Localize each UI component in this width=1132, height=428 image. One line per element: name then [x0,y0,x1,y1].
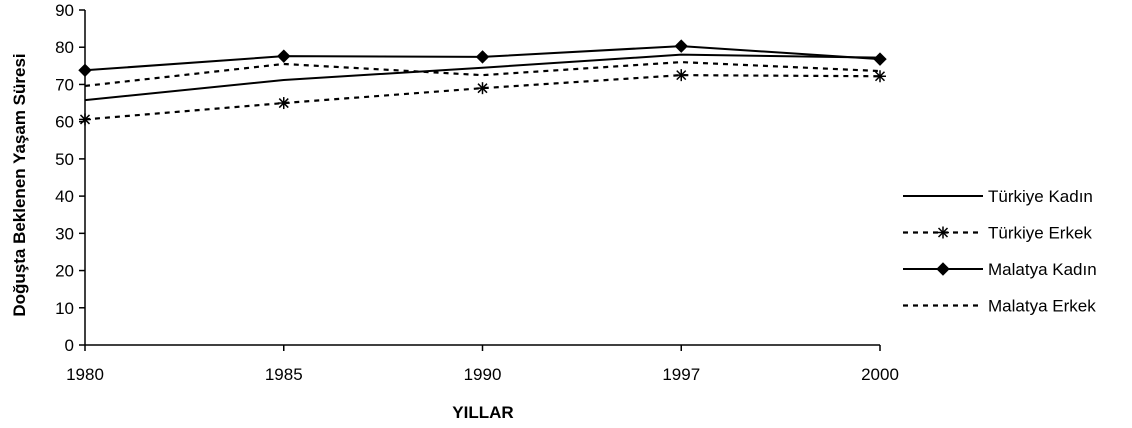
legend-label: Türkiye Kadın [988,187,1093,206]
legend-item: Malatya Kadın [903,260,1097,279]
x-axis-title: YILLAR [452,403,513,422]
y-axis-title: Doğuşta Beklenen Yaşam Süresi [10,53,29,316]
y-tick-label: 40 [55,187,74,206]
y-tick-label: 70 [55,75,74,94]
legend-marker [936,262,950,276]
y-tick-label: 30 [55,224,74,243]
y-tick-label: 80 [55,38,74,57]
asterisk-stroke [874,71,886,82]
legend-item: Malatya Erkek [903,297,1096,316]
y-tick-label: 10 [55,299,74,318]
data-point-marker [674,39,688,53]
y-tick-label: 0 [65,336,74,355]
legend-item: Türkiye Kadın [903,187,1093,206]
asterisk-stroke [676,70,687,81]
series-line [84,74,881,121]
legend-label: Malatya Erkek [988,297,1096,316]
asterisk-stroke [477,83,488,94]
data-point-marker [277,49,291,63]
legend-label: Malatya Kadın [988,260,1097,279]
x-tick-label: 1990 [464,365,502,384]
y-tick-label: 20 [55,262,74,281]
series-line [84,61,881,88]
legend-label: Türkiye Erkek [988,224,1092,243]
series-line [84,53,881,102]
x-tick-label: 2000 [861,365,899,384]
data-point-marker [675,69,688,82]
y-tick-label: 90 [55,1,74,20]
axes: 0 10 20 30 40 50 60 70 80 90 1980 1985 1990 1997 2000 [55,1,899,384]
y-tick-label: 60 [55,113,74,132]
data-point-marker [277,97,290,110]
y-tick-label: 50 [55,150,74,169]
legend: Türkiye Kadın Türkiye Erkek Malatya Kadın M… [903,187,1097,316]
data-point-marker [79,113,91,126]
x-tick-label: 1980 [66,365,104,384]
legend-item: Türkiye Erkek [903,224,1092,243]
series-lines [78,39,887,126]
asterisk-stroke [278,98,289,109]
data-point-marker [475,50,490,64]
data-point-marker [476,82,489,95]
x-tick-label: 1985 [265,365,303,384]
data-point-marker [874,70,886,83]
legend-marker [937,226,949,239]
asterisk-stroke [937,227,949,238]
x-tick-label: 1997 [662,365,700,384]
data-point-marker [873,52,887,66]
data-point-marker [78,63,92,78]
asterisk-stroke [79,114,91,125]
